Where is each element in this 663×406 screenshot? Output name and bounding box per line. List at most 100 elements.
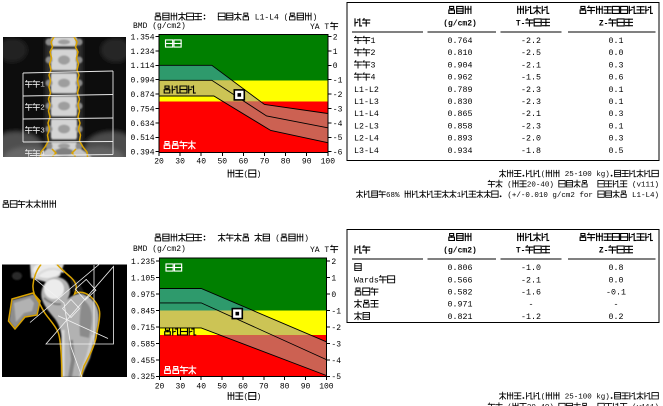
svg-text:-2.5: -2.5 [521,49,541,58]
svg-text:0.754: 0.754 [130,105,154,114]
svg-text:0: 0 [331,291,336,300]
svg-text:30: 30 [175,158,185,167]
svg-text:BMD (g/cm2): BMD (g/cm2) [133,245,186,254]
svg-text:Z-: Z- [599,19,609,28]
svg-text:50: 50 [217,158,227,167]
svg-text:YA T: YA T [310,246,329,255]
svg-text:1: 1 [333,48,338,57]
svg-text:-4: -4 [333,120,343,129]
svg-text:-2.1: -2.1 [521,61,541,70]
svg-text:-2.3: -2.3 [521,86,541,95]
svg-text:-1: -1 [331,307,341,316]
svg-text:4: 4 [40,151,45,159]
svg-text:(: ( [243,393,248,402]
svg-text:-6: -6 [333,149,343,158]
svg-text:0.715: 0.715 [131,324,155,333]
svg-text:(g/cm2): (g/cm2) [443,19,477,28]
svg-text:-2.1: -2.1 [521,276,541,285]
svg-text:L2-L3: L2-L3 [354,122,379,131]
svg-text:2: 2 [370,49,375,58]
svg-text:3: 3 [40,128,45,136]
svg-text:-1: -1 [333,77,343,86]
svg-text:-2: -2 [331,324,341,333]
svg-text:-: - [614,301,619,310]
svg-text:-1.8: -1.8 [521,147,541,156]
svg-text:Z-: Z- [599,246,609,255]
svg-text:(: ( [243,170,248,179]
svg-text:-1.0: -1.0 [521,264,541,273]
svg-text:0.3: 0.3 [609,110,624,119]
svg-text:-2.3: -2.3 [521,122,541,131]
svg-text:(: ( [503,404,512,406]
svg-text:BMD (g/cm2): BMD (g/cm2) [133,22,186,31]
svg-text:T-: T- [516,246,526,255]
svg-text:(: ( [541,171,546,179]
svg-text:0.858: 0.858 [448,122,473,131]
svg-text:0.394: 0.394 [130,149,154,158]
svg-text:(: ( [541,394,546,402]
svg-text:0.6: 0.6 [609,74,624,83]
svg-text:0.5: 0.5 [609,147,624,156]
svg-text:70: 70 [260,158,270,167]
svg-text:): ) [304,234,309,243]
svg-text:-2.2: -2.2 [521,37,541,46]
svg-text:1.354: 1.354 [130,33,154,42]
svg-text:(: ( [270,234,280,243]
svg-text:3: 3 [370,61,375,70]
svg-text:60: 60 [239,158,249,167]
svg-text:Wards: Wards [354,275,379,285]
svg-text:80: 80 [280,382,290,391]
svg-text:-4: -4 [331,357,341,366]
svg-text:0.1: 0.1 [609,98,624,107]
svg-text:0.971: 0.971 [448,301,473,310]
svg-text:0.1: 0.1 [609,86,624,95]
svg-text:(g/cm2): (g/cm2) [443,246,477,255]
svg-text:L1-L3: L1-L3 [354,98,379,107]
svg-text:-: - [529,301,534,310]
svg-text:0.962: 0.962 [448,74,473,83]
svg-text:0.975: 0.975 [131,291,155,300]
svg-text:0.585: 0.585 [131,340,155,349]
svg-text:L1-L2: L1-L2 [354,86,379,95]
svg-text:40: 40 [196,382,206,391]
svg-text:-1.6: -1.6 [521,288,541,297]
svg-text:0.874: 0.874 [130,91,154,100]
svg-text:(+/-0.010 g/cm2 for: (+/-0.010 g/cm2 for [503,192,598,200]
svg-text:): ) [257,393,262,402]
svg-text:25-100 kg): 25-100 kg) [560,171,610,179]
svg-text:60: 60 [238,382,248,391]
svg-text:0.0: 0.0 [609,276,624,285]
svg-text:100: 100 [321,158,336,167]
svg-text:0.821: 0.821 [448,313,473,322]
svg-text:70: 70 [259,382,269,391]
svg-text:L1-L4 (: L1-L4 ( [250,13,288,22]
svg-text:68%: 68% [386,192,404,200]
svg-text:0.566: 0.566 [448,276,473,285]
svg-text:0.2: 0.2 [609,313,624,322]
svg-text:90: 90 [302,158,312,167]
svg-text:20: 20 [154,158,164,167]
svg-text:25-100 kg): 25-100 kg) [560,394,610,402]
svg-text:0.789: 0.789 [448,86,473,95]
svg-text:L1-L4: L1-L4 [354,110,379,119]
svg-text:-2.1: -2.1 [521,110,541,119]
svg-text:0.1: 0.1 [609,122,624,131]
svg-text:40: 40 [196,158,206,167]
svg-text:2: 2 [40,105,45,113]
svg-text:1.234: 1.234 [130,48,154,57]
svg-text:(v111): (v111) [628,182,660,190]
svg-text:0.845: 0.845 [131,307,155,316]
svg-text:-1.2: -1.2 [521,313,541,322]
svg-text:4: 4 [370,74,375,83]
svg-text:1: 1 [457,192,462,200]
svg-text:(: ( [503,182,512,190]
svg-text:100: 100 [319,382,334,391]
svg-text:1.114: 1.114 [130,62,154,71]
svg-text:20-40): 20-40) [527,182,559,190]
svg-text:20-40): 20-40) [527,404,559,406]
svg-text:-5: -5 [331,373,341,382]
svg-text:YA T: YA T [310,23,329,32]
svg-text:0.764: 0.764 [448,37,473,46]
svg-text:0.0: 0.0 [609,49,624,58]
svg-text:0.865: 0.865 [448,110,473,119]
